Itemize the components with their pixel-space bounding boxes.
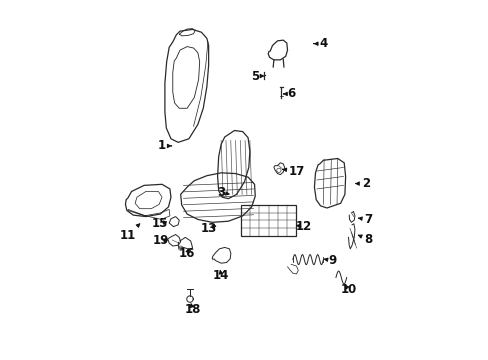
Text: 19: 19 [153, 234, 169, 247]
Text: 7: 7 [358, 213, 371, 226]
Text: 5: 5 [251, 69, 263, 82]
Text: 10: 10 [340, 283, 356, 296]
Text: 3: 3 [217, 186, 228, 199]
Text: 12: 12 [295, 220, 311, 233]
Text: 14: 14 [213, 269, 229, 282]
Text: 17: 17 [282, 165, 304, 177]
Text: 11: 11 [120, 224, 140, 242]
Text: 4: 4 [313, 37, 327, 50]
Text: 18: 18 [184, 303, 200, 316]
Text: 1: 1 [158, 139, 171, 152]
Text: 9: 9 [324, 254, 336, 267]
Text: 16: 16 [179, 247, 195, 260]
Text: 6: 6 [283, 87, 295, 100]
Bar [241, 205, 296, 235]
Text: 8: 8 [358, 233, 371, 246]
Text: 2: 2 [355, 177, 370, 190]
Text: 15: 15 [152, 216, 168, 230]
Text: 13: 13 [200, 222, 216, 235]
